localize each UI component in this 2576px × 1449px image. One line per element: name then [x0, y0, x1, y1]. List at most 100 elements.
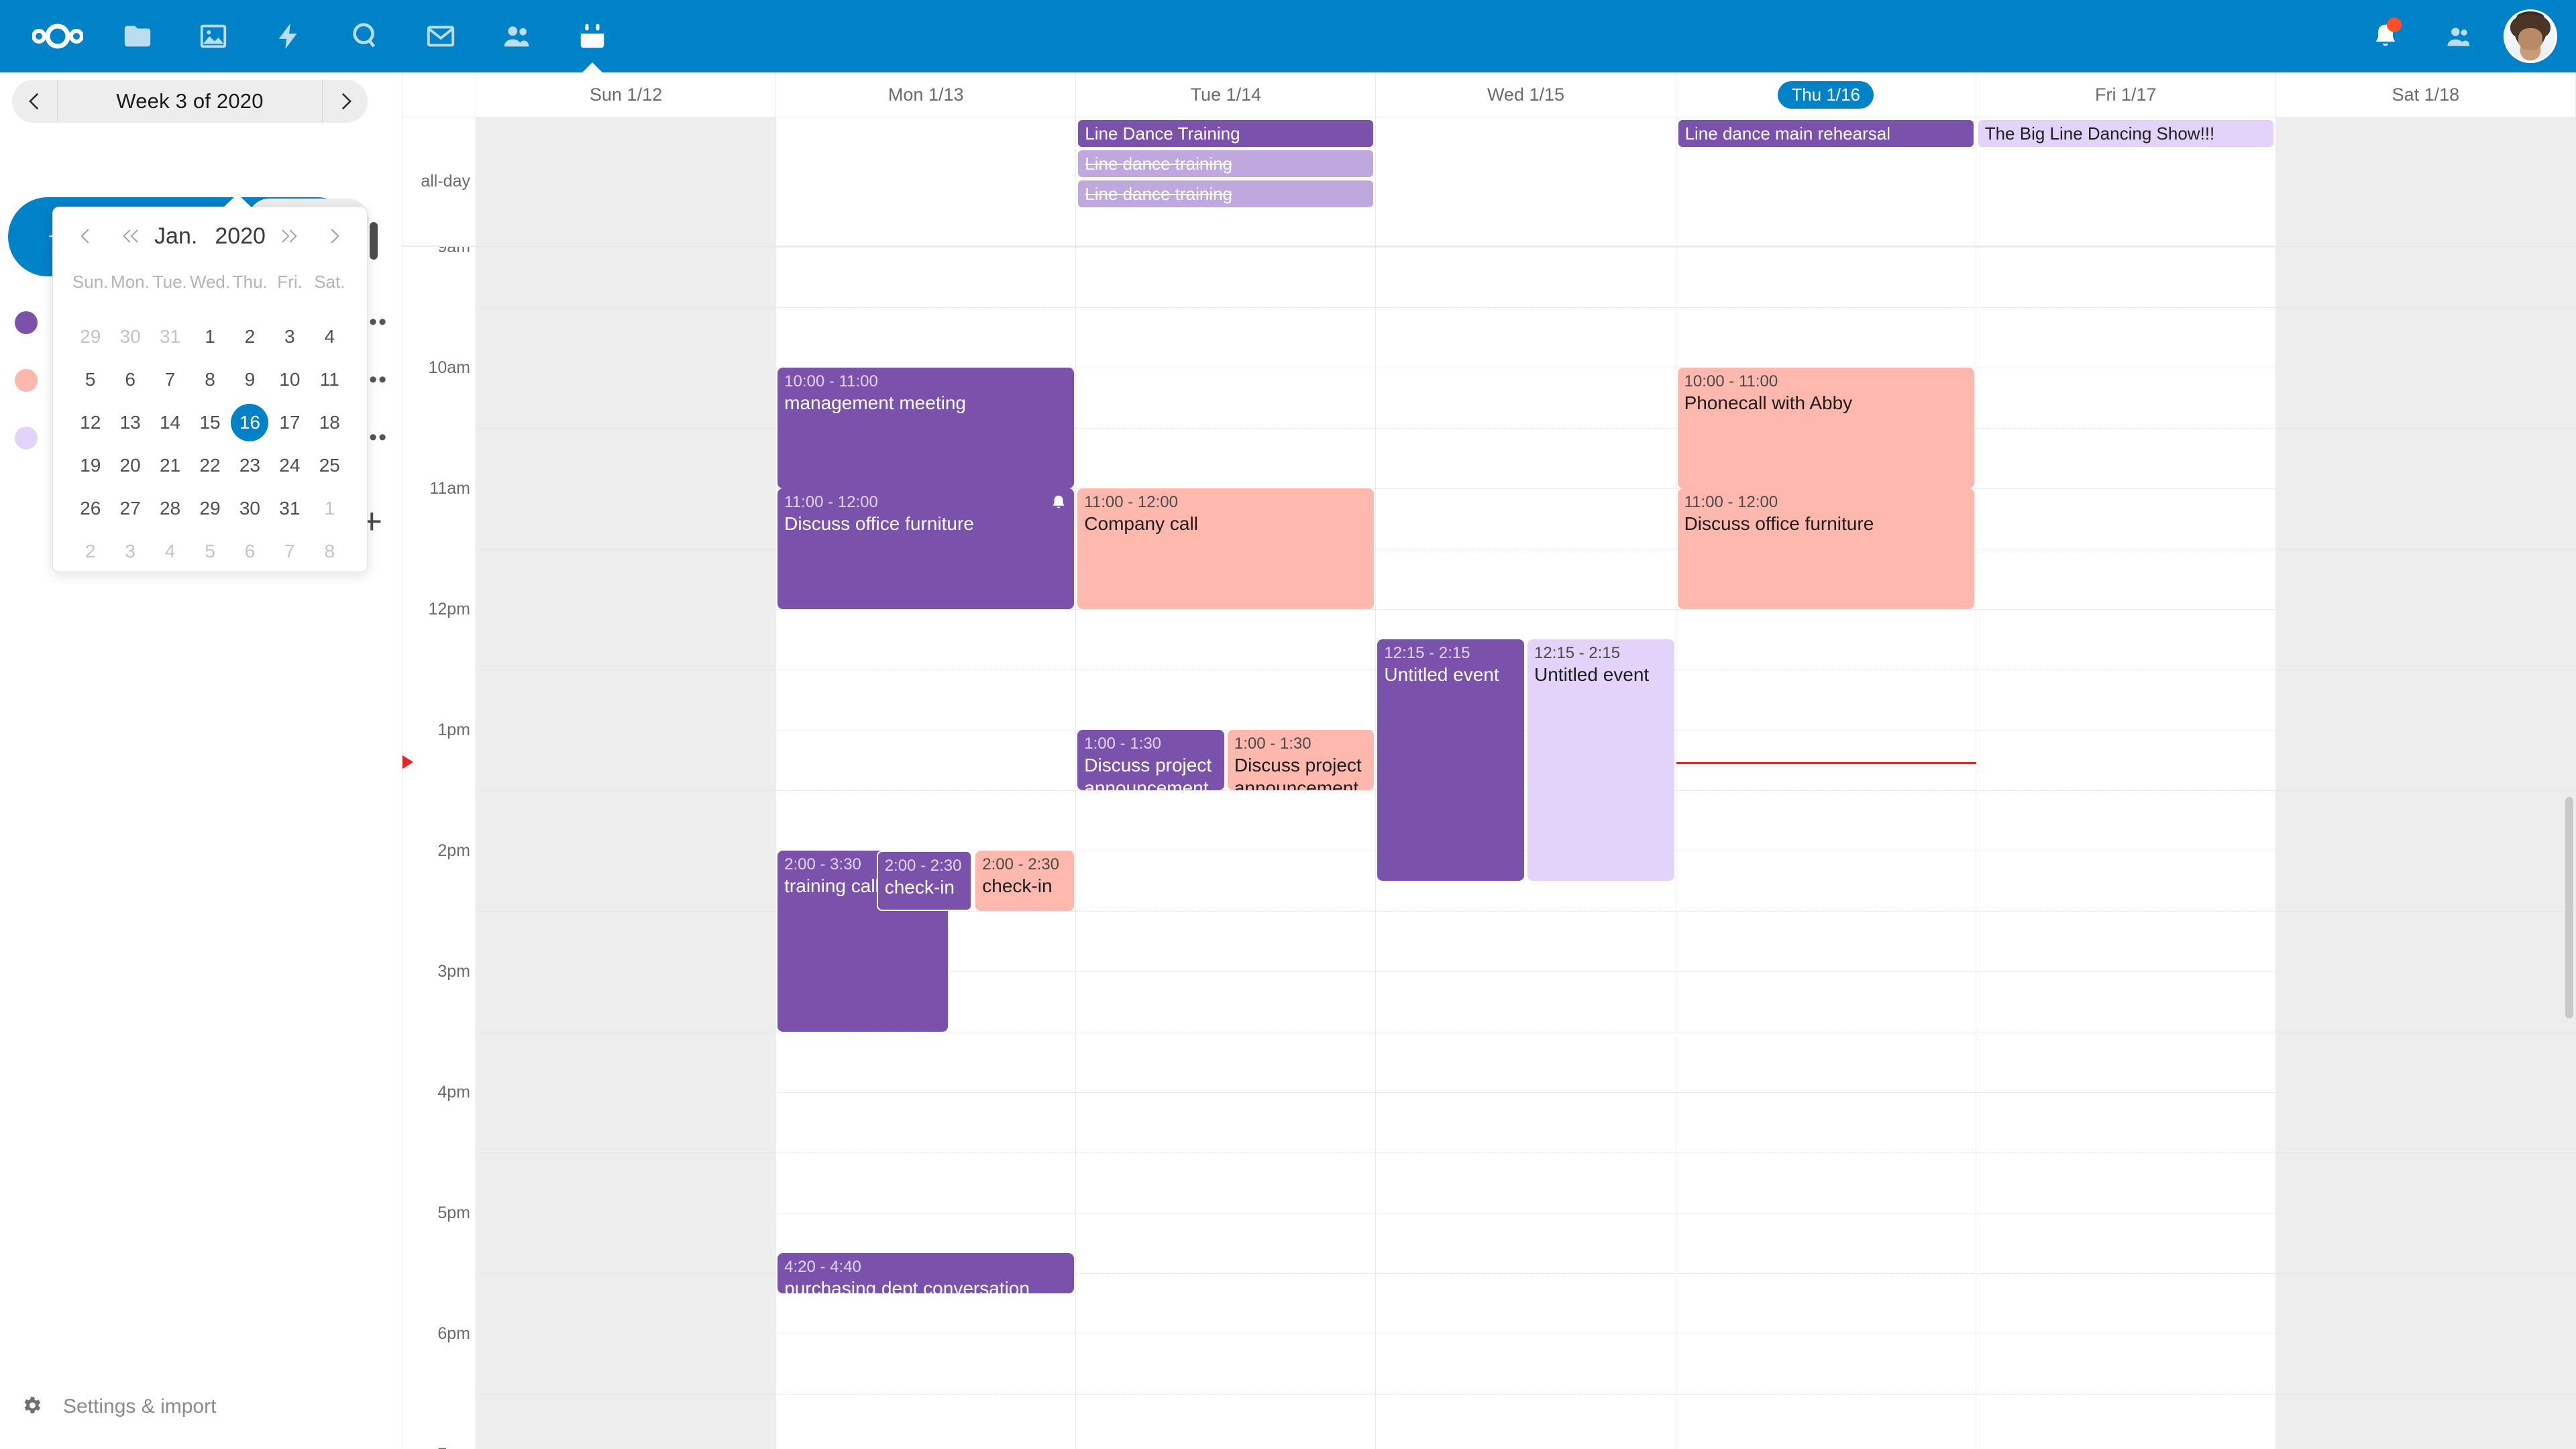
- datepicker-day[interactable]: 7: [270, 530, 309, 573]
- previous-week-button[interactable]: [12, 80, 58, 123]
- time-slot-2[interactable]: [1076, 307, 1377, 368]
- datepicker-day[interactable]: 9: [230, 358, 270, 401]
- calendar-icon[interactable]: [556, 0, 629, 72]
- calendar-event[interactable]: 10:00 - 11:00 management meeting: [777, 368, 1075, 488]
- datepicker-day[interactable]: 5: [70, 358, 110, 401]
- time-slot-5[interactable]: [1976, 428, 2276, 488]
- all-day-cell-3[interactable]: [1376, 117, 1676, 246]
- time-slot-3[interactable]: [1376, 851, 1676, 911]
- time-slot-5[interactable]: [1976, 609, 2276, 669]
- day-header-cell-1[interactable]: Mon 1/13: [776, 72, 1077, 117]
- all-day-cell-6[interactable]: [2275, 117, 2576, 246]
- time-slot-0[interactable]: [476, 247, 777, 307]
- time-slot-4[interactable]: [1676, 247, 1976, 307]
- time-slot-1[interactable]: [776, 1152, 1077, 1213]
- time-slot-2[interactable]: [1076, 368, 1377, 428]
- datepicker-day[interactable]: 1: [190, 315, 229, 358]
- search-app-icon[interactable]: [329, 0, 401, 72]
- all-day-event[interactable]: Line dance training: [1078, 150, 1374, 177]
- datepicker-day[interactable]: 14: [150, 401, 190, 444]
- all-day-cell-2[interactable]: Line Dance Training Line dance training Li…: [1076, 117, 1377, 246]
- contacts-app-icon[interactable]: [480, 0, 553, 72]
- files-icon[interactable]: [101, 0, 174, 72]
- time-slot-5[interactable]: [1976, 1152, 2276, 1213]
- time-slot-0[interactable]: [476, 549, 777, 609]
- time-slot-0[interactable]: [476, 488, 777, 549]
- time-slot-3[interactable]: [1376, 730, 1676, 790]
- time-slot-2[interactable]: [1076, 730, 1377, 790]
- datepicker-day[interactable]: 7: [150, 358, 190, 401]
- time-slot-6[interactable]: [2275, 549, 2576, 609]
- all-day-event[interactable]: The Big Line Dancing Show!!!: [1978, 120, 2273, 147]
- time-slot-3[interactable]: [1376, 971, 1676, 1032]
- time-slot-6[interactable]: [2275, 790, 2576, 851]
- calendar-event[interactable]: 1:00 - 1:30 Discuss project announcement: [1077, 730, 1224, 790]
- time-slot-3[interactable]: [1376, 790, 1676, 851]
- time-slot-4[interactable]: [1676, 790, 1976, 851]
- calendar-event[interactable]: 2:00 - 2:30 check-in: [876, 851, 973, 911]
- datepicker-day[interactable]: 8: [190, 358, 229, 401]
- time-slot-1[interactable]: [776, 609, 1077, 669]
- calendar-event[interactable]: 12:15 - 2:15 Untitled event: [1377, 639, 1524, 881]
- time-slot-3[interactable]: [1376, 1092, 1676, 1152]
- datepicker-day[interactable]: 3: [270, 315, 309, 358]
- time-slot-3[interactable]: [1376, 1152, 1676, 1213]
- time-slot-0[interactable]: [476, 1152, 777, 1213]
- time-slot-1[interactable]: [776, 1032, 1077, 1092]
- time-slot-6[interactable]: [2275, 1334, 2576, 1394]
- nextcloud-logo[interactable]: [17, 0, 98, 72]
- time-slot-0[interactable]: [476, 911, 777, 971]
- time-slot-0[interactable]: [476, 1092, 777, 1152]
- day-header-cell-5[interactable]: Fri 1/17: [1976, 72, 2276, 117]
- time-slot-0[interactable]: [476, 1334, 777, 1394]
- time-slot-3[interactable]: [1376, 911, 1676, 971]
- time-slot-4[interactable]: [1676, 1152, 1976, 1213]
- time-slot-5[interactable]: [1976, 307, 2276, 368]
- time-slot-5[interactable]: [1976, 1032, 2276, 1092]
- all-day-event[interactable]: Line dance training: [1078, 180, 1374, 207]
- datepicker-day[interactable]: 10: [270, 358, 309, 401]
- datepicker-day[interactable]: 13: [110, 401, 150, 444]
- datepicker-day[interactable]: 2: [70, 530, 110, 573]
- time-slot-5[interactable]: [1976, 368, 2276, 428]
- datepicker-day-selected[interactable]: 16: [230, 401, 270, 444]
- datepicker-next-year-button[interactable]: [277, 226, 300, 246]
- time-slot-6[interactable]: [2275, 428, 2576, 488]
- datepicker-day[interactable]: 25: [310, 444, 350, 487]
- day-header-cell-0[interactable]: Sun 1/12: [476, 72, 777, 117]
- week-title[interactable]: Week 3 of 2020: [116, 89, 264, 113]
- all-day-event[interactable]: Line Dance Training: [1078, 120, 1374, 147]
- datepicker-day[interactable]: 30: [110, 315, 150, 358]
- time-slot-4[interactable]: [1676, 1334, 1976, 1394]
- time-slot-5[interactable]: [1976, 1213, 2276, 1273]
- calendar-event[interactable]: 11:00 - 12:00 Company call: [1077, 488, 1375, 609]
- user-avatar[interactable]: [2504, 9, 2557, 63]
- time-slot-4[interactable]: [1676, 307, 1976, 368]
- time-slot-2[interactable]: [1076, 247, 1377, 307]
- time-slot-5[interactable]: [1976, 790, 2276, 851]
- time-slot-3[interactable]: [1376, 368, 1676, 428]
- time-slot-5[interactable]: [1976, 1273, 2276, 1334]
- time-slot-2[interactable]: [1076, 1213, 1377, 1273]
- time-slot-4[interactable]: [1676, 669, 1976, 730]
- notifications-bell-icon[interactable]: [2349, 0, 2422, 72]
- settings-and-import-button[interactable]: Settings & import: [0, 1383, 402, 1430]
- time-slot-2[interactable]: [1076, 911, 1377, 971]
- time-slot-5[interactable]: [1976, 911, 2276, 971]
- calendar-event[interactable]: 11:00 - 12:00 Discuss office furniture: [777, 488, 1075, 609]
- datepicker-day[interactable]: 4: [310, 315, 350, 358]
- datepicker-day[interactable]: 31: [270, 487, 309, 530]
- datepicker-day[interactable]: 28: [150, 487, 190, 530]
- time-slot-5[interactable]: [1976, 730, 2276, 790]
- calendar-event[interactable]: 1:00 - 1:30 Discuss project announcement: [1227, 730, 1375, 790]
- datepicker-day[interactable]: 17: [270, 401, 309, 444]
- time-slot-1[interactable]: [776, 247, 1077, 307]
- datepicker-day[interactable]: 21: [150, 444, 190, 487]
- time-slot-0[interactable]: [476, 730, 777, 790]
- time-slot-6[interactable]: [2275, 730, 2576, 790]
- time-slot-2[interactable]: [1076, 851, 1377, 911]
- time-slot-1[interactable]: [776, 307, 1077, 368]
- time-slot-4[interactable]: [1676, 851, 1976, 911]
- datepicker-day[interactable]: 8: [310, 530, 350, 573]
- time-slot-0[interactable]: [476, 971, 777, 1032]
